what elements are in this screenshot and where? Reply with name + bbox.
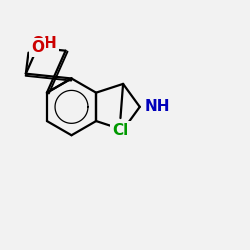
Text: O: O <box>31 40 44 55</box>
Text: Cl: Cl <box>112 123 128 138</box>
Text: NH: NH <box>145 99 171 114</box>
Text: OH: OH <box>31 36 57 51</box>
